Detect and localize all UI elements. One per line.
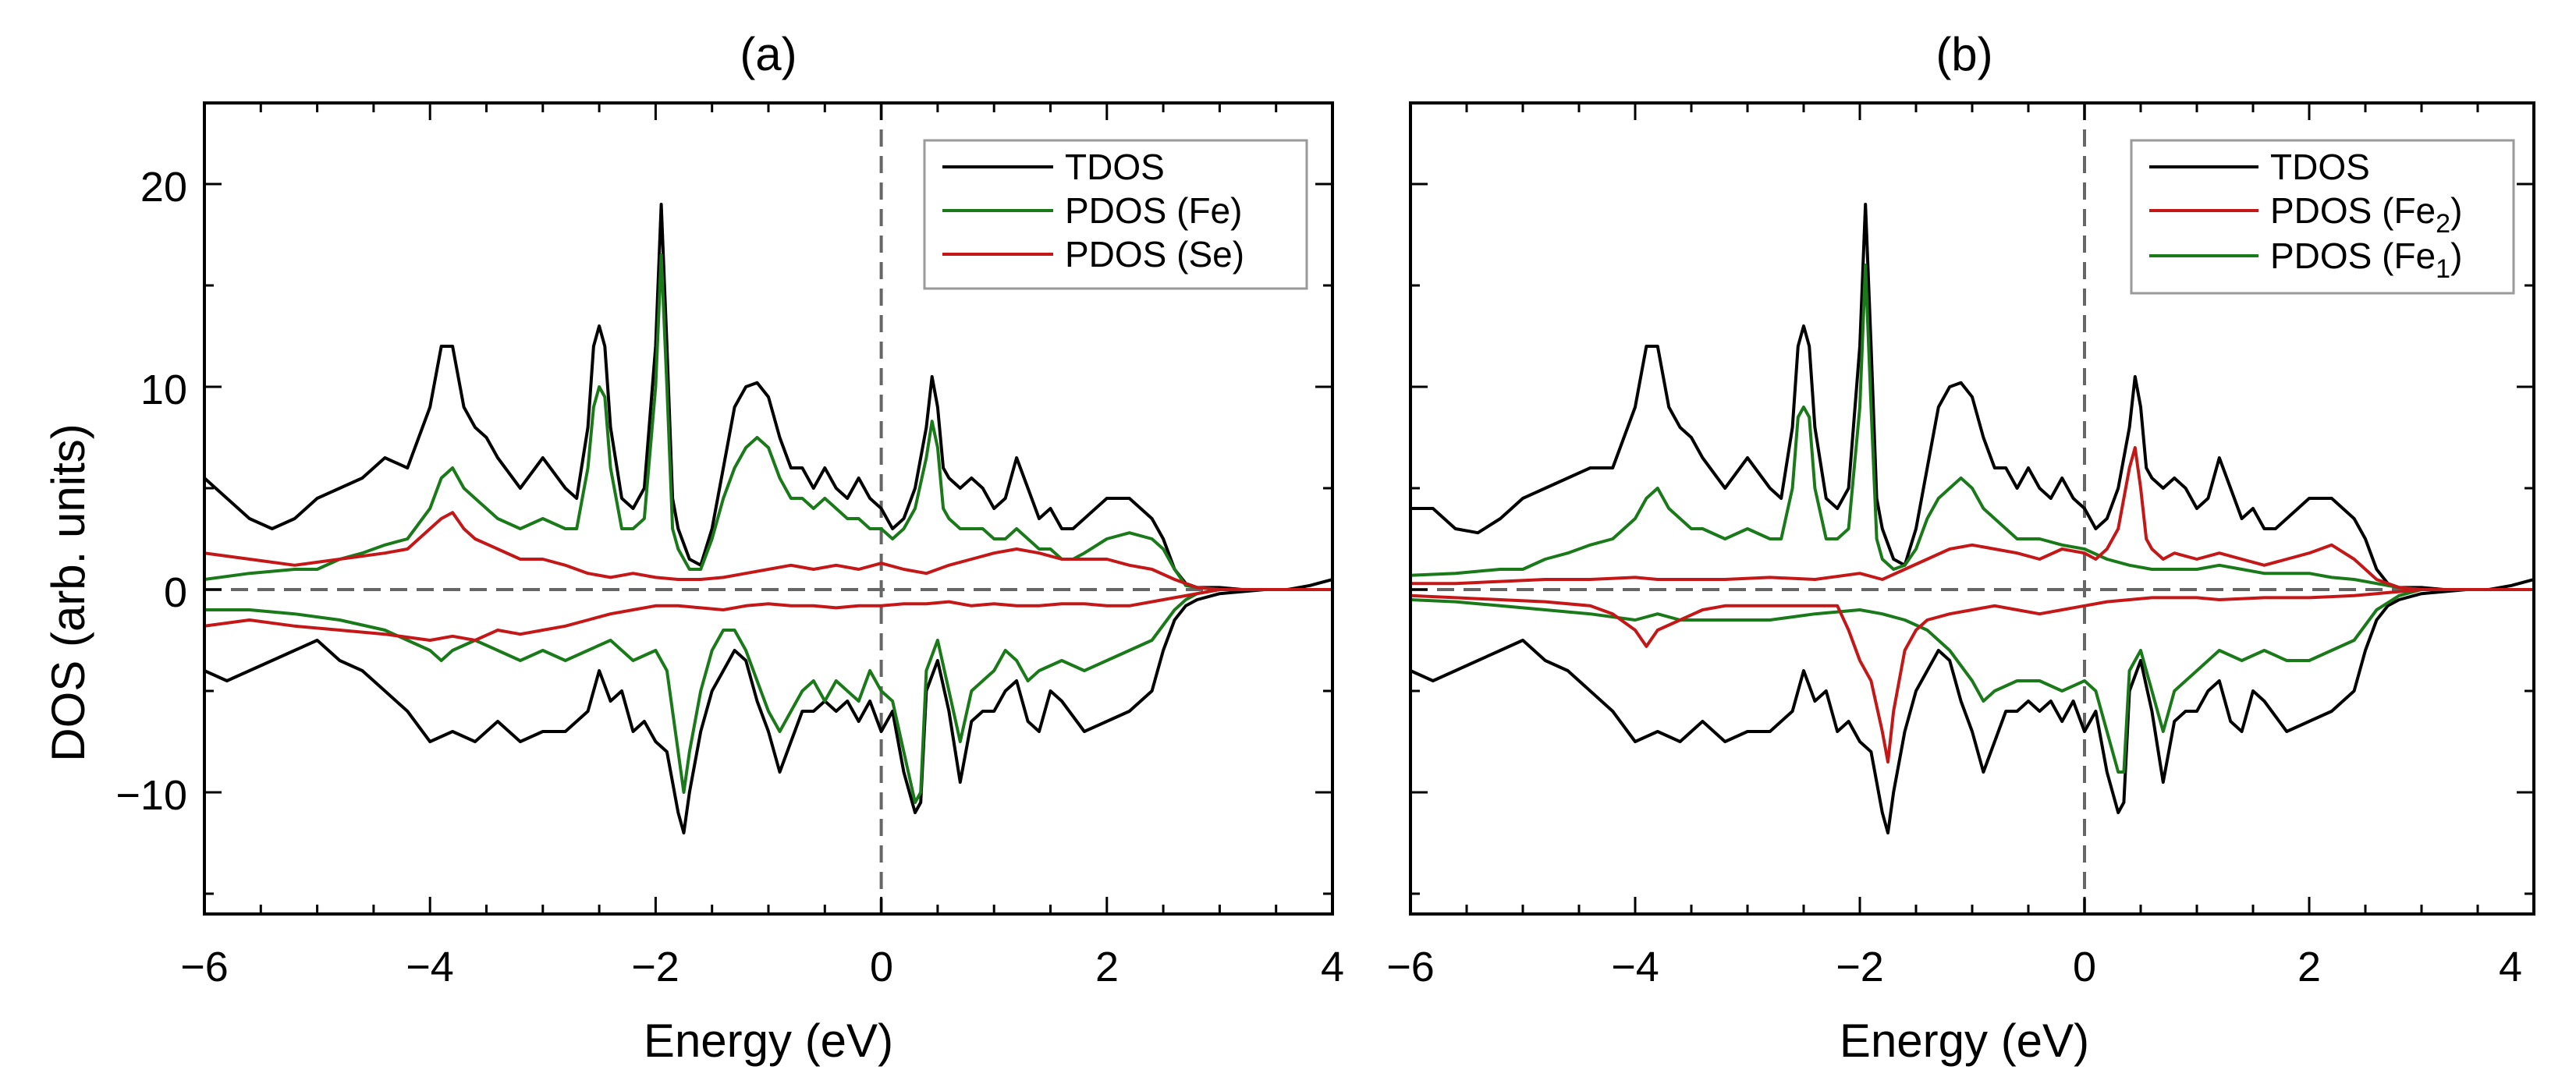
series-line-pdos-se-up [204, 511, 1332, 591]
panel-b-series [1410, 203, 2534, 834]
x-tick-label: 2 [2297, 944, 2321, 990]
x-tick-label: 0 [870, 944, 893, 990]
panel-a-legend: TDOS PDOS (Fe) PDOS (Se) [923, 139, 1308, 290]
y-tick-label: −10 [115, 772, 187, 819]
series-line-pdos-se-down [204, 588, 1332, 642]
panel-b: (b) Energy (eV) −6 −4 −2 0 2 4 TDOS PDOS… [1386, 28, 2535, 1067]
legend-label-tdos: TDOS [2270, 147, 2370, 187]
panel-a-frame [203, 101, 1334, 916]
panel-a-y-tick-labels: 20 10 0 −10 [115, 164, 187, 819]
series-line-tdos-down [204, 588, 1332, 834]
series-line-tdos-up [204, 203, 1332, 591]
y-tick-label: 20 [140, 164, 187, 211]
series-line-tdos-up [1410, 203, 2534, 591]
panel-a-series [204, 203, 1332, 834]
series-line-pdos-fe1-down [1410, 588, 2534, 774]
panel-b-xlabel: Energy (eV) [1840, 1015, 2089, 1067]
series-line-pdos-fe-up [204, 253, 1332, 591]
legend-label-pdos-se: PDOS (Se) [1065, 234, 1244, 275]
panel-a: (a) DOS (arb. units) Energy (eV) −6 −4 −… [42, 28, 1344, 1067]
x-tick-label: 4 [1321, 944, 1344, 990]
series-line-pdos-fe2-down [1410, 588, 2534, 763]
series-line-pdos-fe1-up [1410, 264, 2534, 591]
legend-label-pdos-fe2: PDOS (Fe2) [2270, 190, 2462, 239]
panel-b-x-tick-labels: −6 −4 −2 0 2 4 [1386, 944, 2522, 990]
legend-label-pdos-fe: PDOS (Fe) [1065, 190, 1242, 231]
x-tick-label: −6 [1386, 944, 1435, 990]
y-tick-label: 0 [164, 569, 187, 616]
panel-a-ylabel: DOS (arb. units) [42, 423, 94, 761]
x-tick-label: 0 [2073, 944, 2096, 990]
panel-a-title: (a) [740, 28, 797, 80]
x-tick-label: −2 [1836, 944, 1884, 990]
x-tick-label: −4 [1611, 944, 1659, 990]
x-tick-label: −2 [631, 944, 679, 990]
x-tick-label: −4 [406, 944, 454, 990]
x-tick-label: −6 [180, 944, 229, 990]
series-line-tdos-down [1410, 588, 2534, 834]
series-line-pdos-fe2-up [1410, 446, 2534, 591]
panel-a-xlabel: Energy (eV) [644, 1015, 893, 1067]
panel-a-x-tick-labels: −6 −4 −2 0 2 4 [180, 944, 1344, 990]
panel-b-frame [1409, 101, 2535, 916]
x-tick-label: 2 [1095, 944, 1119, 990]
legend-label-tdos: TDOS [1065, 147, 1165, 187]
series-line-pdos-fe-down [204, 588, 1332, 804]
legend-box [923, 139, 1308, 290]
x-tick-label: 4 [2499, 944, 2522, 990]
y-tick-label: 10 [140, 367, 187, 413]
legend-label-pdos-fe1: PDOS (Fe1) [2270, 236, 2462, 284]
panel-b-legend: TDOS PDOS (Fe2) PDOS (Fe1) [2130, 139, 2515, 295]
panel-b-title: (b) [1936, 28, 1992, 80]
